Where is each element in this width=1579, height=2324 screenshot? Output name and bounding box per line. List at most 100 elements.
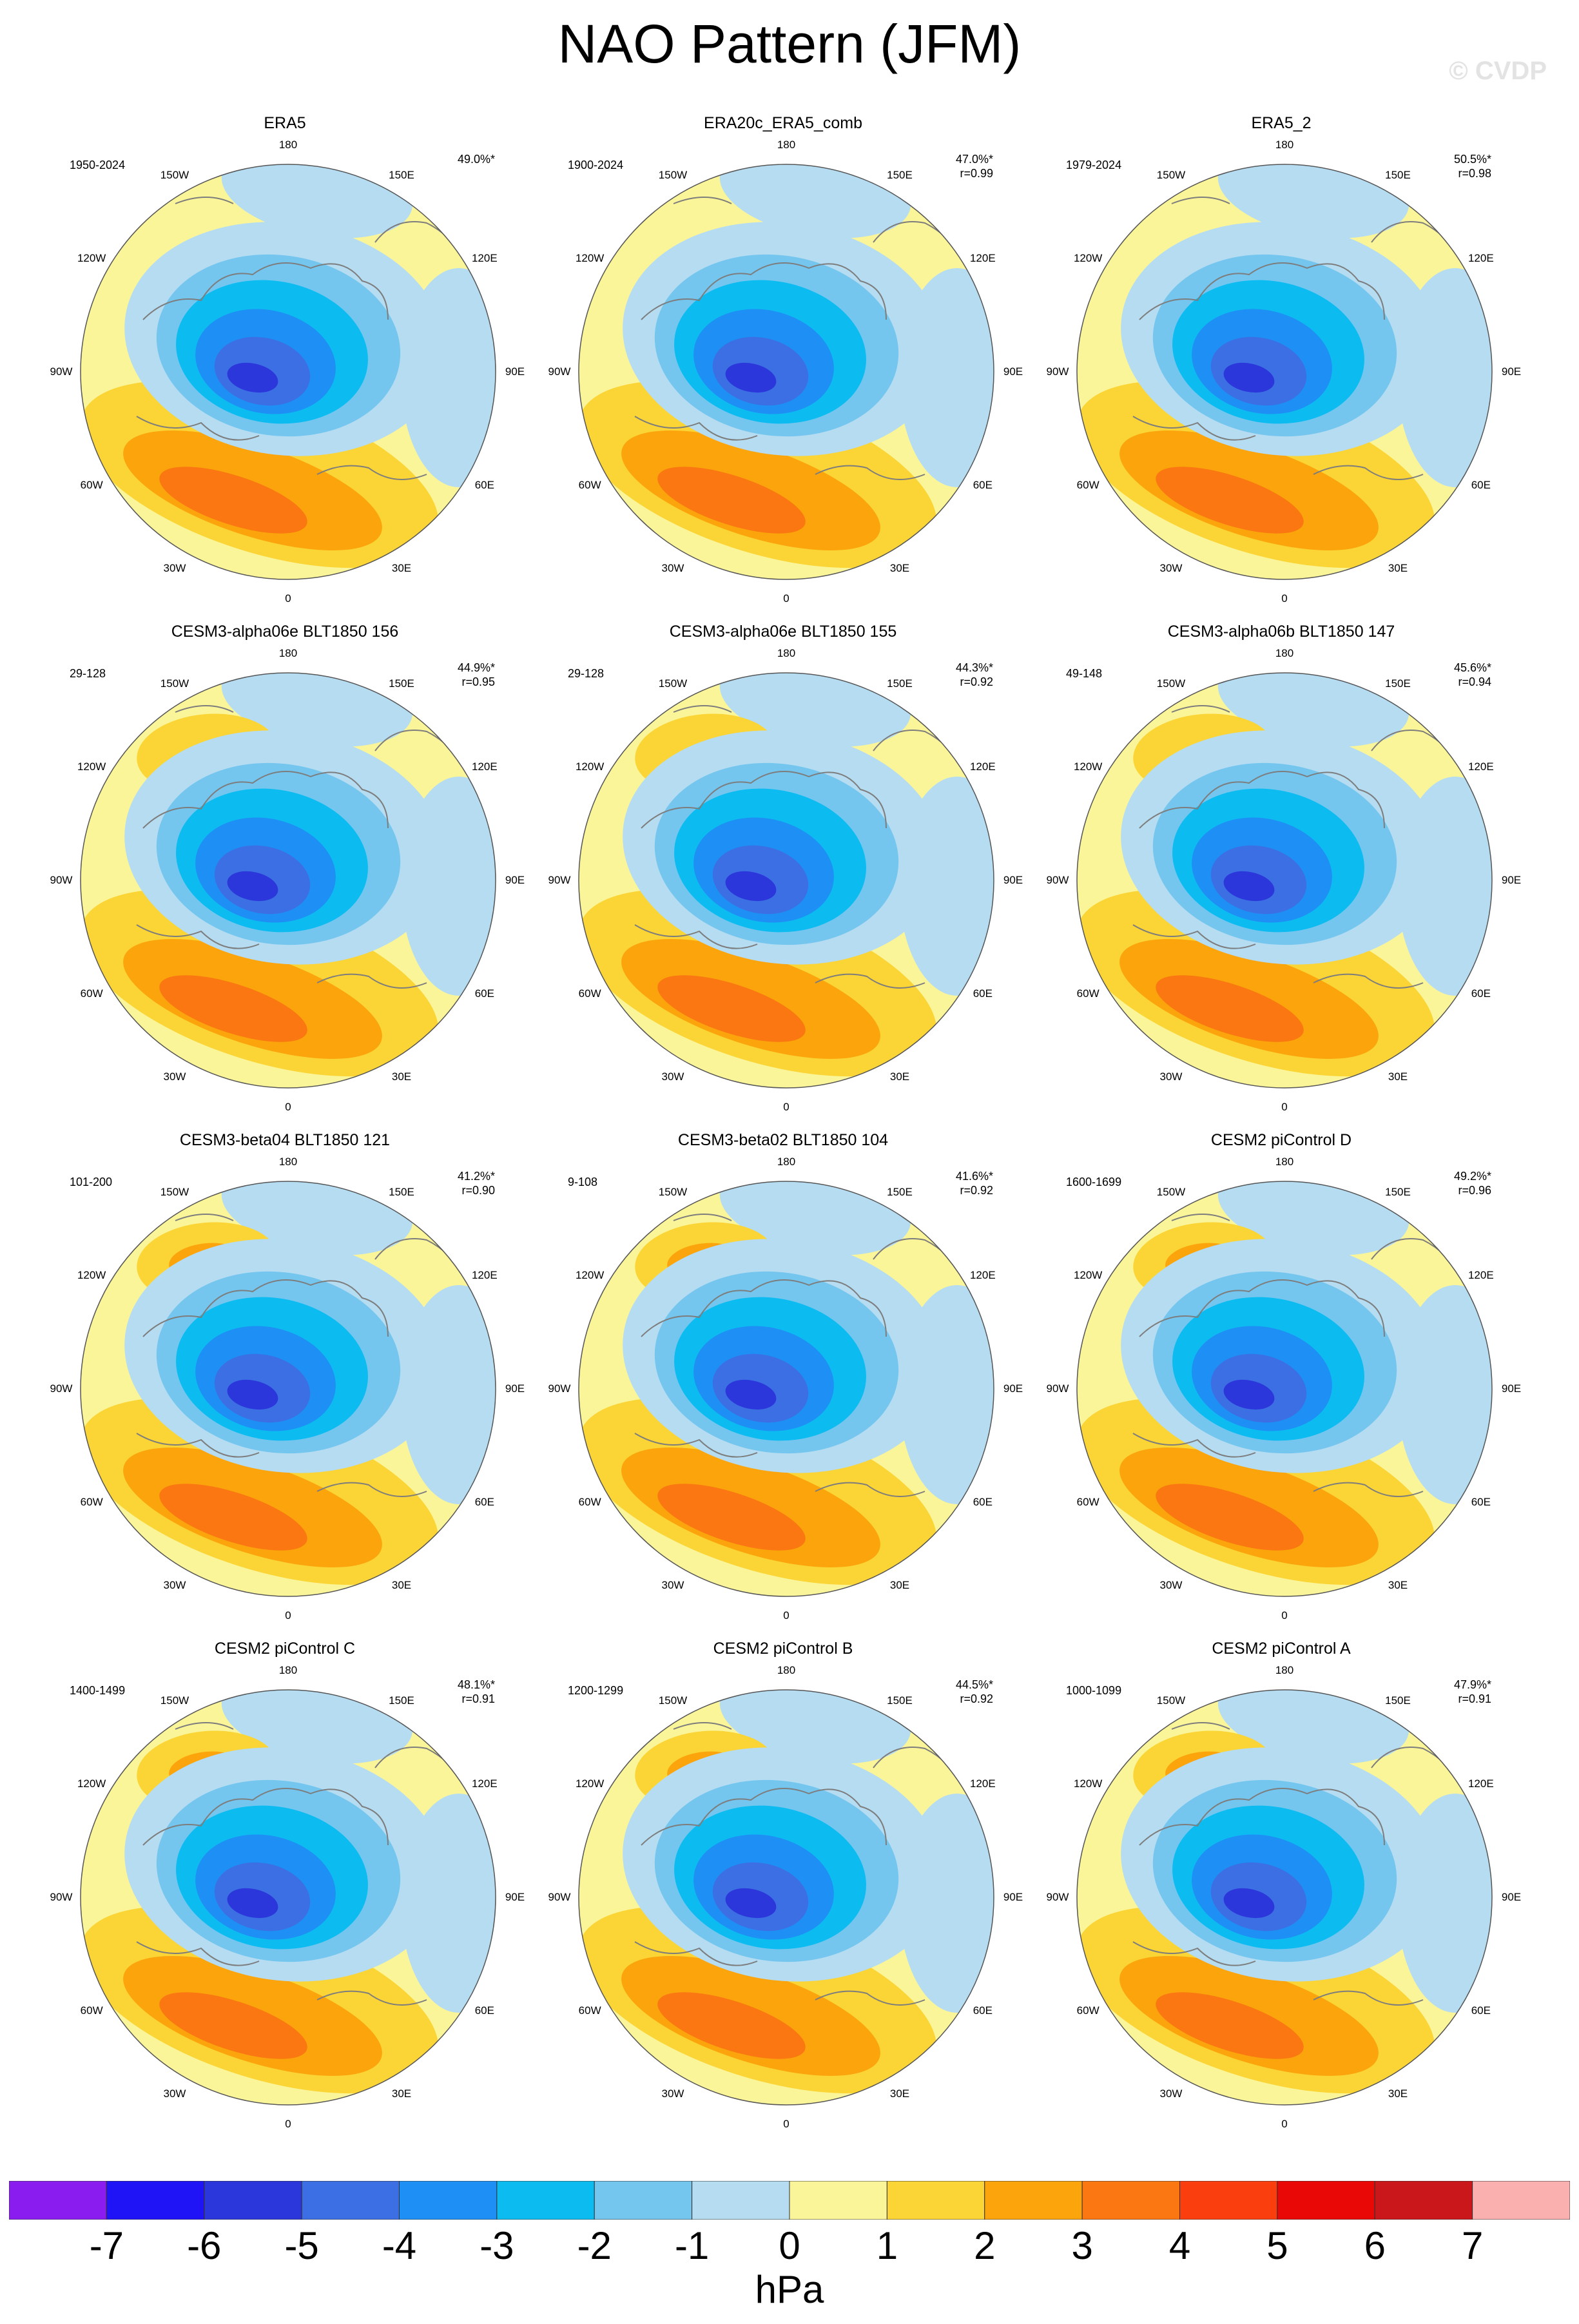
pattern-correlation: r=0.92 [960, 1692, 993, 1705]
atlantic-positive-core [159, 1992, 307, 2059]
longitude-label: 30W [1159, 561, 1183, 574]
variance-explained: 44.5%* [955, 1678, 993, 1691]
panel-stats: 44.5%* r=0.92 [956, 1678, 993, 1706]
variance-explained: 44.9%* [457, 661, 495, 674]
longitude-label: 150W [160, 677, 189, 690]
map-border [80, 672, 496, 1089]
longitude-label: 30E [391, 2087, 412, 2100]
longitude-label: 0 [783, 592, 790, 605]
variance-explained: 47.9%* [1453, 1678, 1491, 1691]
polar-map [80, 1689, 496, 2106]
atlantic-positive-core [159, 975, 307, 1042]
longitude-label: 120W [77, 1269, 106, 1281]
arctic-negative-core [227, 871, 278, 902]
pattern-correlation: r=0.94 [1458, 675, 1491, 688]
map-border [80, 164, 496, 580]
variance-explained: 50.5%* [1453, 153, 1491, 166]
longitude-label: 30E [1388, 1578, 1408, 1591]
longitude-label: 30E [1388, 561, 1408, 574]
longitude-label: 150E [389, 1186, 414, 1199]
longitude-label: 180 [777, 139, 796, 151]
arctic-negative-core [725, 362, 777, 393]
panel-title: ERA5_2 [1251, 114, 1312, 132]
panel-years: 101-200 [70, 1176, 113, 1188]
panel-years: 9-108 [568, 1176, 598, 1188]
pattern-correlation: r=0.92 [960, 675, 993, 688]
colorbar-segment [1374, 2181, 1473, 2220]
colorbar-tick: -5 [284, 2224, 319, 2267]
atlantic-positive-core [159, 467, 307, 534]
longitude-label: 120E [471, 252, 498, 264]
colorbar-tick: 4 [1168, 2224, 1191, 2267]
map-border [80, 1689, 496, 2106]
longitude-label: 120E [969, 1269, 996, 1281]
atlantic-positive-core [657, 1484, 806, 1551]
longitude-label: 90W [548, 1382, 571, 1395]
polar-map [1076, 1689, 1493, 2106]
coastlines [634, 705, 964, 989]
longitude-label: 180 [777, 647, 796, 659]
coastlines [1132, 1722, 1462, 2006]
atlantic-positive-core [1156, 467, 1304, 534]
coastlines [634, 1722, 964, 2006]
panel-years: 29-128 [70, 667, 106, 680]
map-panel: CESM3-alpha06b BLT1850 147 49-148 45.6%* r=… [1043, 622, 1522, 1131]
polar-map [80, 1181, 496, 1597]
longitude-label: 60E [1471, 987, 1491, 1000]
panel-stats: 48.1%* r=0.91 [458, 1678, 495, 1706]
longitude-label: 30W [661, 1578, 684, 1591]
longitude-label: 90E [1501, 365, 1522, 378]
map-panel: CESM3-beta04 BLT1850 121 101-200 41.2%* r=0… [46, 1130, 525, 1640]
map-border [1076, 1181, 1493, 1597]
arctic-negative-core [725, 1888, 777, 1919]
longitude-label: 180 [278, 139, 298, 151]
longitude-label: 120W [1073, 760, 1103, 773]
colorbar [9, 2181, 1570, 2220]
longitude-label: 60W [578, 479, 601, 491]
longitude-label: 90E [1501, 1382, 1522, 1395]
longitude-label: 60E [474, 1496, 494, 1508]
pattern-correlation: r=0.99 [960, 167, 993, 180]
panel-stats: 41.2%* r=0.90 [458, 1169, 495, 1197]
longitude-label: 60W [578, 987, 601, 1000]
longitude-label: 90W [548, 1891, 571, 1903]
variance-explained: 41.2%* [457, 1170, 495, 1183]
longitude-label: 30W [163, 1070, 186, 1083]
longitude-label: 60E [973, 1496, 993, 1508]
longitude-label: 30W [1159, 1578, 1183, 1591]
coastlines [136, 1214, 466, 1497]
polar-map [578, 164, 994, 580]
coastlines [136, 197, 466, 480]
map-border [1076, 672, 1493, 1089]
longitude-label: 30W [661, 561, 684, 574]
longitude-label: 120W [575, 760, 605, 773]
longitude-label: 60E [973, 2004, 993, 2017]
variance-explained: 41.6%* [955, 1170, 993, 1183]
colorbar-segment [886, 2181, 985, 2220]
panel-title: CESM3-beta04 BLT1850 121 [179, 1131, 391, 1149]
longitude-label: 0 [1281, 1101, 1288, 1113]
map-border [1076, 1689, 1493, 2106]
map-panel: ERA5 1950-2024 49.0%* 180 150E 120E 90E 60E 30E 0… [46, 113, 525, 623]
longitude-label: 60W [1076, 479, 1099, 491]
colorbar-segment [1179, 2181, 1278, 2220]
panel-years: 49-148 [1066, 667, 1103, 680]
variance-explained: 48.1%* [457, 1678, 495, 1691]
longitude-label: 30E [391, 1070, 412, 1083]
colorbar-tick: 2 [974, 2224, 996, 2267]
longitude-label: 150E [1385, 677, 1411, 690]
longitude-label: 150W [160, 1186, 189, 1199]
longitude-label: 30E [391, 561, 412, 574]
panel-years: 29-128 [568, 667, 605, 680]
longitude-label: 90W [50, 1382, 73, 1395]
panel-title: CESM3-alpha06e BLT1850 156 [171, 623, 399, 641]
longitude-label: 120E [471, 760, 498, 773]
longitude-label: 90E [505, 1382, 525, 1395]
longitude-label: 60E [1471, 479, 1491, 491]
arctic-negative-core [227, 1888, 278, 1919]
longitude-label: 120E [1468, 1269, 1494, 1281]
polar-map [578, 1689, 994, 2106]
atlantic-positive-core [1156, 1484, 1304, 1551]
panel-years: 1900-2024 [568, 159, 624, 171]
arctic-negative-core [1223, 871, 1275, 902]
